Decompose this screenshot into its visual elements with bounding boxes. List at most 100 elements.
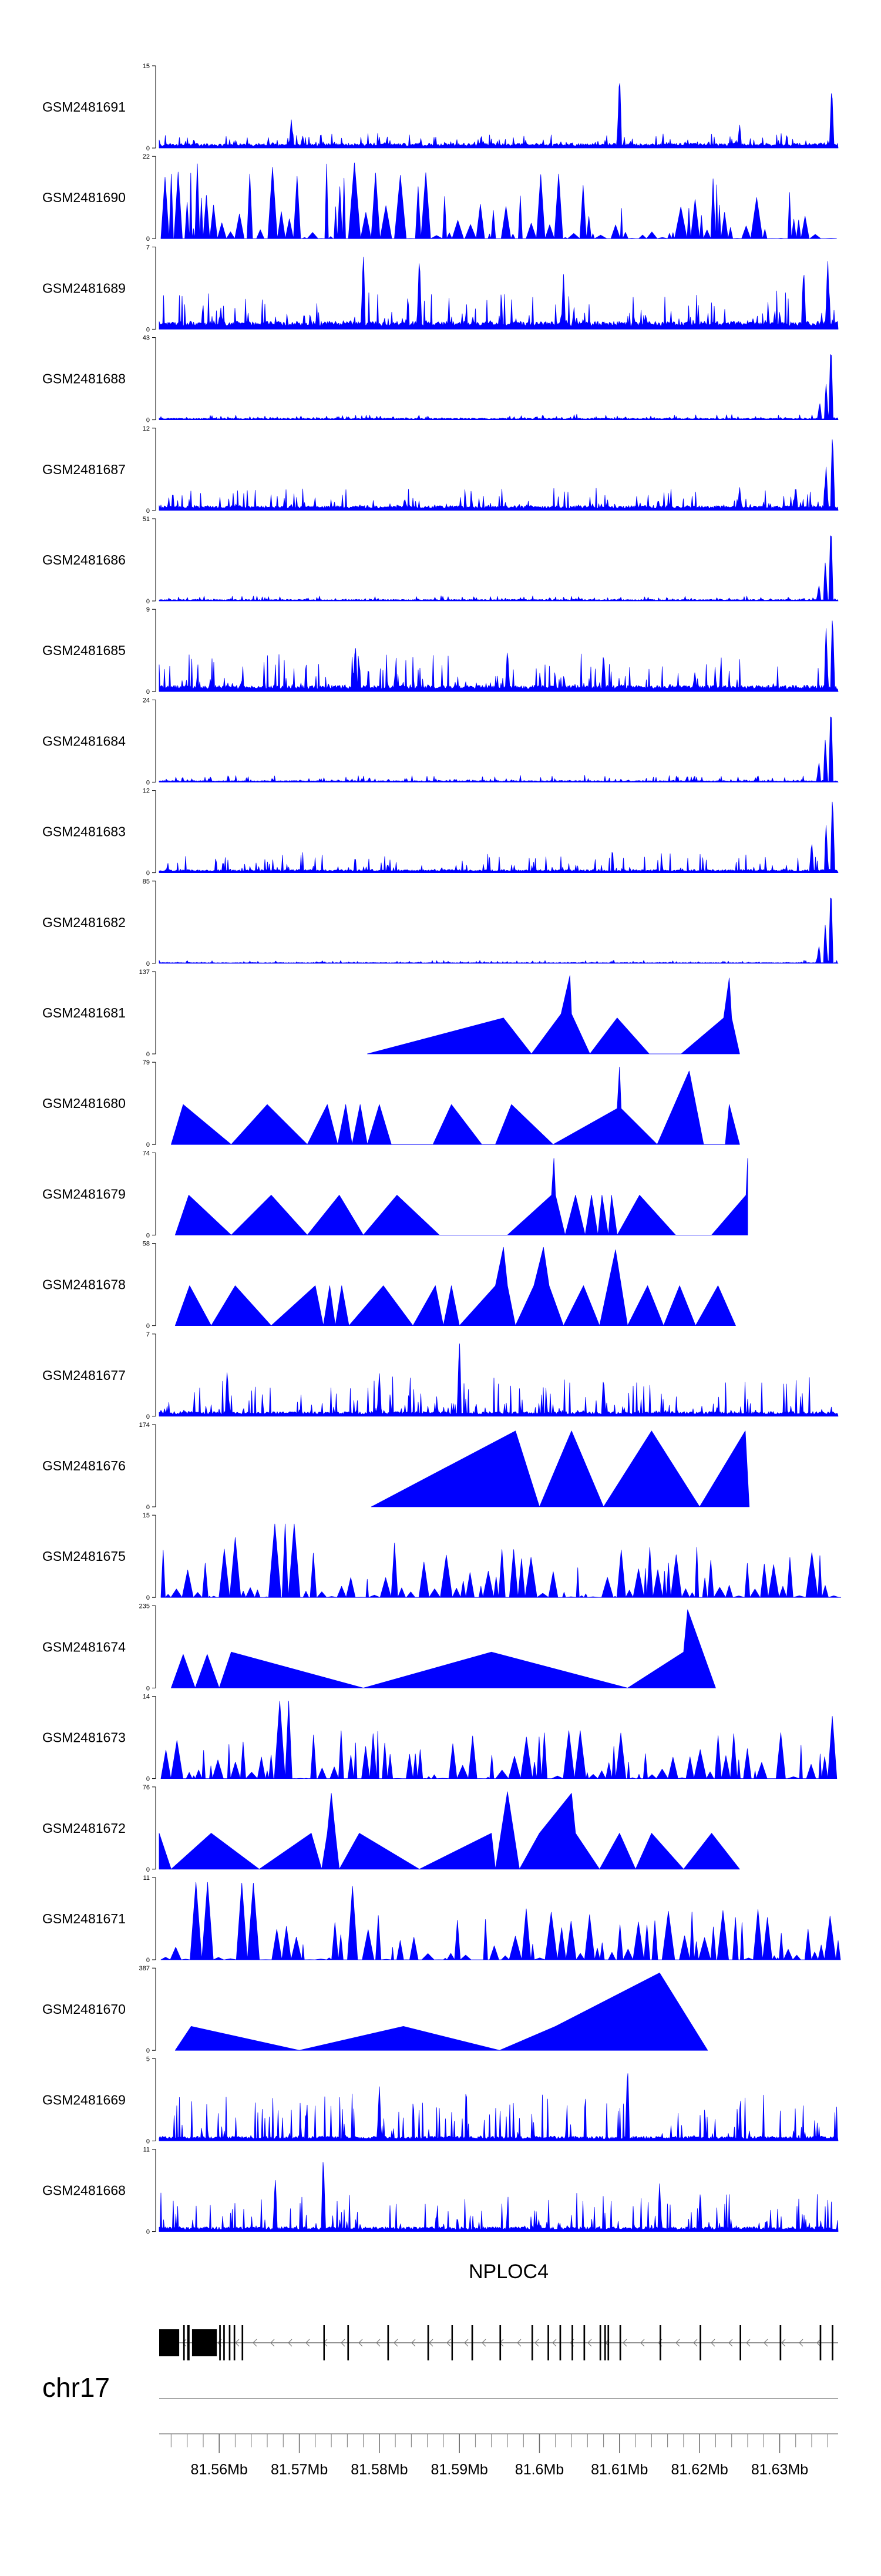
sample-label: GSM2481689 [42,280,126,295]
exon [187,2325,190,2360]
sample-label: GSM2481681 [42,1005,126,1020]
y-tick-label-min: 0 [146,598,150,605]
y-tick-label-max: 137 [139,969,150,976]
sample-label: GSM2481679 [42,1186,126,1201]
y-tick-label-min: 0 [146,1323,150,1330]
exon [660,2325,661,2360]
exon [700,2325,701,2360]
track-GSM2481673: GSM2481673 14 0 [42,1694,838,1783]
exon [427,2325,429,2360]
exon [228,2325,231,2360]
strand-arrow-icon [764,2339,768,2347]
coverage-area [159,620,839,692]
sample-label: GSM2481671 [42,1911,126,1926]
y-tick-label-max: 74 [143,1150,150,1157]
y-tick-label-min: 0 [146,1504,150,1511]
exon [499,2325,502,2360]
track-GSM2481685: GSM2481685 9 0 [42,606,839,696]
sample-label: GSM2481670 [42,2001,126,2017]
strand-arrow-icon [675,2339,680,2347]
track-GSM2481690: GSM2481690 22 0 [42,153,837,243]
y-tick-label-max: 7 [146,1331,150,1338]
exon [471,2325,473,2360]
coverage-area [159,535,839,602]
strand-arrow-icon [182,2339,187,2347]
coverage-area [159,354,839,420]
track-GSM2481684: GSM2481684 24 0 [42,697,839,786]
y-tick-label-min: 0 [146,870,150,877]
coverage-area [159,257,839,330]
track-GSM2481676: GSM2481676 174 0 [42,1422,750,1511]
chromosome-label: chr17 [42,2372,110,2403]
sample-label: GSM2481683 [42,824,126,839]
coverage-area [174,1247,736,1326]
y-tick-label-max: 174 [139,1422,150,1429]
y-tick-label-max: 14 [143,1694,150,1701]
coverage-area [174,1972,708,2051]
y-tick-label-max: 5 [146,2056,150,2063]
strand-arrow-icon [235,2339,240,2347]
track-GSM2481672: GSM2481672 76 0 [42,1784,740,1873]
y-tick-label-max: 76 [143,1784,150,1791]
exon [219,2325,221,2360]
track-GSM2481670: GSM2481670 387 0 [42,1965,708,2054]
sample-label: GSM2481684 [42,733,126,748]
y-tick-label-min: 0 [146,1413,150,1420]
strand-arrow-icon [517,2339,522,2347]
exon [233,2325,236,2360]
x-tick-label: 81.63Mb [751,2461,808,2478]
exon [739,2325,741,2360]
strand-arrow-icon [411,2339,416,2347]
sample-label: GSM2481672 [42,1821,126,1836]
coverage-area [367,975,740,1054]
exon [191,2329,217,2356]
y-tick-label-min: 0 [146,2229,150,2236]
track-GSM2481669: GSM2481669 5 0 [42,2056,839,2145]
exon [547,2325,549,2360]
y-tick-label-max: 11 [143,2147,150,2154]
track-GSM2481681: GSM2481681 137 0 [42,969,740,1058]
exon [571,2325,573,2360]
y-tick-label-max: 58 [143,1241,150,1248]
gene-label: NPLOC4 [469,2261,549,2283]
strand-arrow-icon [376,2339,381,2347]
y-tick-label-min: 0 [146,960,150,968]
y-tick-label-max: 24 [143,697,150,704]
y-tick-label-min: 0 [146,779,150,786]
x-tick-label: 81.56Mb [191,2461,248,2478]
sample-label: GSM2481688 [42,371,126,387]
coverage-area [160,1701,838,1779]
strand-arrow-icon [464,2339,469,2347]
coverage-area [160,162,837,239]
track-GSM2481686: GSM2481686 51 0 [42,516,839,605]
coverage-area [159,83,839,149]
y-tick-label-max: 387 [139,1965,150,1972]
sample-label: GSM2481669 [42,2092,126,2107]
sample-label: GSM2481685 [42,643,126,658]
y-tick-label-max: 15 [143,63,150,70]
exon [619,2325,621,2360]
exon [241,2325,244,2360]
exon [604,2325,606,2360]
y-tick-label-min: 0 [146,688,150,696]
y-tick-label-min: 0 [146,326,150,333]
y-tick-label-min: 0 [146,2047,150,2054]
y-tick-label-max: 7 [146,244,150,251]
x-tick-label: 81.6Mb [515,2461,564,2478]
coverage-area [174,1158,748,1235]
strand-arrow-icon [534,2339,539,2347]
strand-arrow-icon [341,2339,345,2347]
track-GSM2481677: GSM2481677 7 0 [42,1331,839,1420]
x-tick-label: 81.59Mb [431,2461,488,2478]
exon [159,2329,180,2356]
sample-label: GSM2481668 [42,2183,126,2198]
y-tick-label-max: 235 [139,1603,150,1610]
sample-label: GSM2481680 [42,1096,126,1111]
strand-arrow-icon [253,2339,257,2347]
sample-label: GSM2481678 [42,1277,126,1292]
track-GSM2481668: GSM2481668 11 0 [42,2147,839,2236]
exon [607,2325,610,2360]
track-GSM2481679: GSM2481679 74 0 [42,1150,748,1239]
strand-arrow-icon [693,2339,698,2347]
